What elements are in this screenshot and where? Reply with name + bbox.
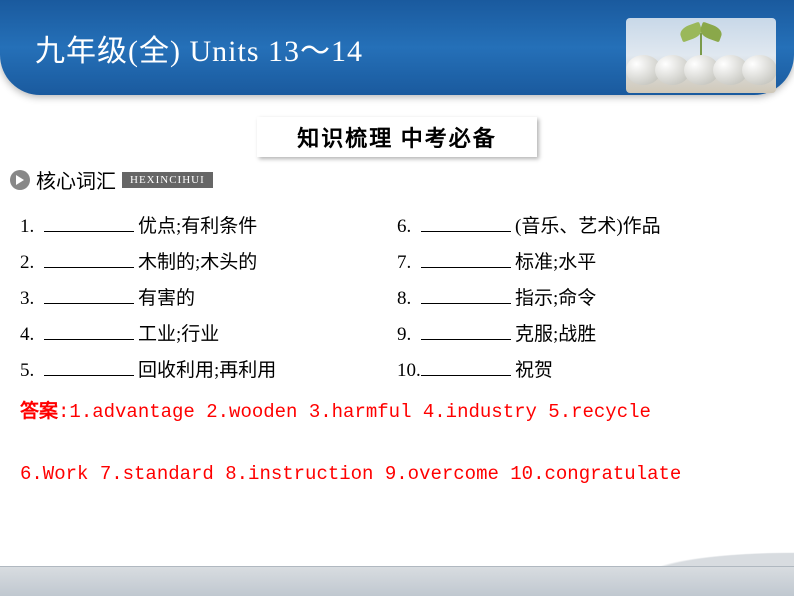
vocab-number: 10.	[397, 360, 421, 382]
pebbles-decoration	[626, 55, 776, 93]
blank-line	[421, 358, 511, 376]
pinyin-label: HEXINCIHUI	[122, 172, 213, 188]
section-title-box: 知识梳理 中考必备	[257, 117, 537, 157]
vocab-item: 9. 克服;战胜	[397, 319, 774, 346]
vocab-item: 5. 回收利用;再利用	[20, 355, 397, 382]
vocab-meaning: 克服;战胜	[515, 319, 596, 346]
blank-line	[421, 250, 511, 268]
arrow-icon	[10, 170, 30, 190]
blank-line	[44, 358, 134, 376]
vocab-number: 3.	[20, 288, 44, 310]
vocab-meaning: 木制的;木头的	[138, 247, 257, 274]
vocabulary-grid: 1. 优点;有利条件 2. 木制的;木头的 3. 有害的 4. 工业;行业 5.…	[0, 200, 794, 393]
vocab-number: 7.	[397, 252, 421, 274]
blank-line	[44, 214, 134, 232]
vocab-number: 5.	[20, 360, 44, 382]
answer-label: 答案	[20, 401, 58, 422]
subsection-title: 核心词汇	[36, 165, 116, 194]
blank-line	[421, 214, 511, 232]
blank-line	[421, 286, 511, 304]
section-title: 知识梳理 中考必备	[297, 126, 497, 151]
vocab-item: 4. 工业;行业	[20, 319, 397, 346]
header-decorative-image	[626, 18, 776, 93]
vocab-meaning: 标准;水平	[515, 247, 596, 274]
vocab-meaning: (音乐、艺术)作品	[515, 211, 661, 238]
vocab-right-column: 6. (音乐、艺术)作品 7. 标准;水平 8. 指示;命令 9. 克服;战胜 …	[397, 202, 774, 391]
subsection-header: 核心词汇 HEXINCIHUI	[10, 165, 794, 194]
vocab-meaning: 回收利用;再利用	[138, 355, 276, 382]
vocab-item: 6. (音乐、艺术)作品	[397, 211, 774, 238]
header-bar: 九年级(全) Units 13～14	[0, 0, 794, 95]
vocab-number: 4.	[20, 324, 44, 346]
vocab-number: 2.	[20, 252, 44, 274]
vocab-meaning: 有害的	[138, 283, 195, 310]
vocab-item: 3. 有害的	[20, 283, 397, 310]
vocab-item: 2. 木制的;木头的	[20, 247, 397, 274]
blank-line	[44, 286, 134, 304]
vocab-meaning: 指示;命令	[515, 283, 596, 310]
vocab-number: 6.	[397, 216, 421, 238]
vocab-item: 8. 指示;命令	[397, 283, 774, 310]
answer-line-1: :1.advantage 2.wooden 3.harmful 4.indust…	[58, 401, 651, 423]
vocab-item: 7. 标准;水平	[397, 247, 774, 274]
blank-line	[44, 322, 134, 340]
page-title: 九年级(全) Units 13～14	[35, 26, 363, 70]
vocab-meaning: 优点;有利条件	[138, 211, 257, 238]
vocab-meaning: 工业;行业	[138, 319, 219, 346]
answers-block: 答案:1.advantage 2.wooden 3.harmful 4.indu…	[0, 393, 794, 493]
vocab-item: 1. 优点;有利条件	[20, 211, 397, 238]
blank-line	[44, 250, 134, 268]
vocab-number: 1.	[20, 216, 44, 238]
vocab-meaning: 祝贺	[515, 355, 553, 382]
vocab-item: 10. 祝贺	[397, 355, 774, 382]
answer-line-2: 6.Work 7.standard 8.instruction 9.overco…	[20, 461, 774, 488]
blank-line	[421, 322, 511, 340]
vocab-number: 9.	[397, 324, 421, 346]
vocab-number: 8.	[397, 288, 421, 310]
vocab-left-column: 1. 优点;有利条件 2. 木制的;木头的 3. 有害的 4. 工业;行业 5.…	[20, 202, 397, 391]
footer-bar	[0, 566, 794, 596]
